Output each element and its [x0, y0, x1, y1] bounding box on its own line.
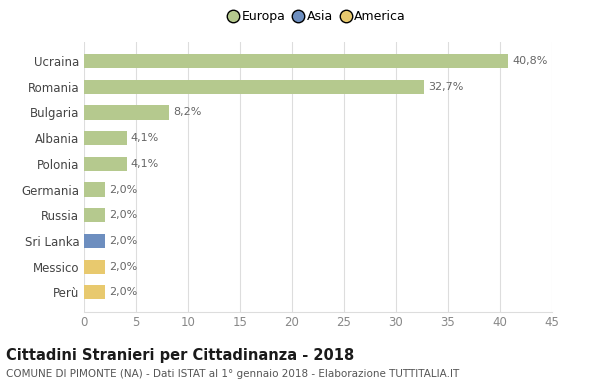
- Text: 2,0%: 2,0%: [109, 185, 137, 195]
- Bar: [84, 131, 127, 145]
- Text: Cittadini Stranieri per Cittadinanza - 2018: Cittadini Stranieri per Cittadinanza - 2…: [6, 348, 354, 363]
- Text: 2,0%: 2,0%: [109, 210, 137, 220]
- Text: 8,2%: 8,2%: [173, 108, 202, 117]
- Text: 32,7%: 32,7%: [428, 82, 464, 92]
- Text: 2,0%: 2,0%: [109, 261, 137, 272]
- Text: 4,1%: 4,1%: [131, 133, 159, 143]
- Legend: Europa, Asia, America: Europa, Asia, America: [225, 5, 411, 28]
- Text: 40,8%: 40,8%: [512, 56, 548, 66]
- Bar: [84, 260, 105, 274]
- Bar: [84, 285, 105, 299]
- Text: 2,0%: 2,0%: [109, 236, 137, 246]
- Bar: [84, 157, 127, 171]
- Bar: [84, 80, 424, 94]
- Bar: [84, 234, 105, 248]
- Bar: [84, 208, 105, 222]
- Bar: [84, 54, 508, 68]
- Text: 2,0%: 2,0%: [109, 287, 137, 297]
- Bar: [84, 105, 169, 120]
- Text: COMUNE DI PIMONTE (NA) - Dati ISTAT al 1° gennaio 2018 - Elaborazione TUTTITALIA: COMUNE DI PIMONTE (NA) - Dati ISTAT al 1…: [6, 369, 459, 378]
- Bar: [84, 182, 105, 196]
- Text: 4,1%: 4,1%: [131, 159, 159, 169]
